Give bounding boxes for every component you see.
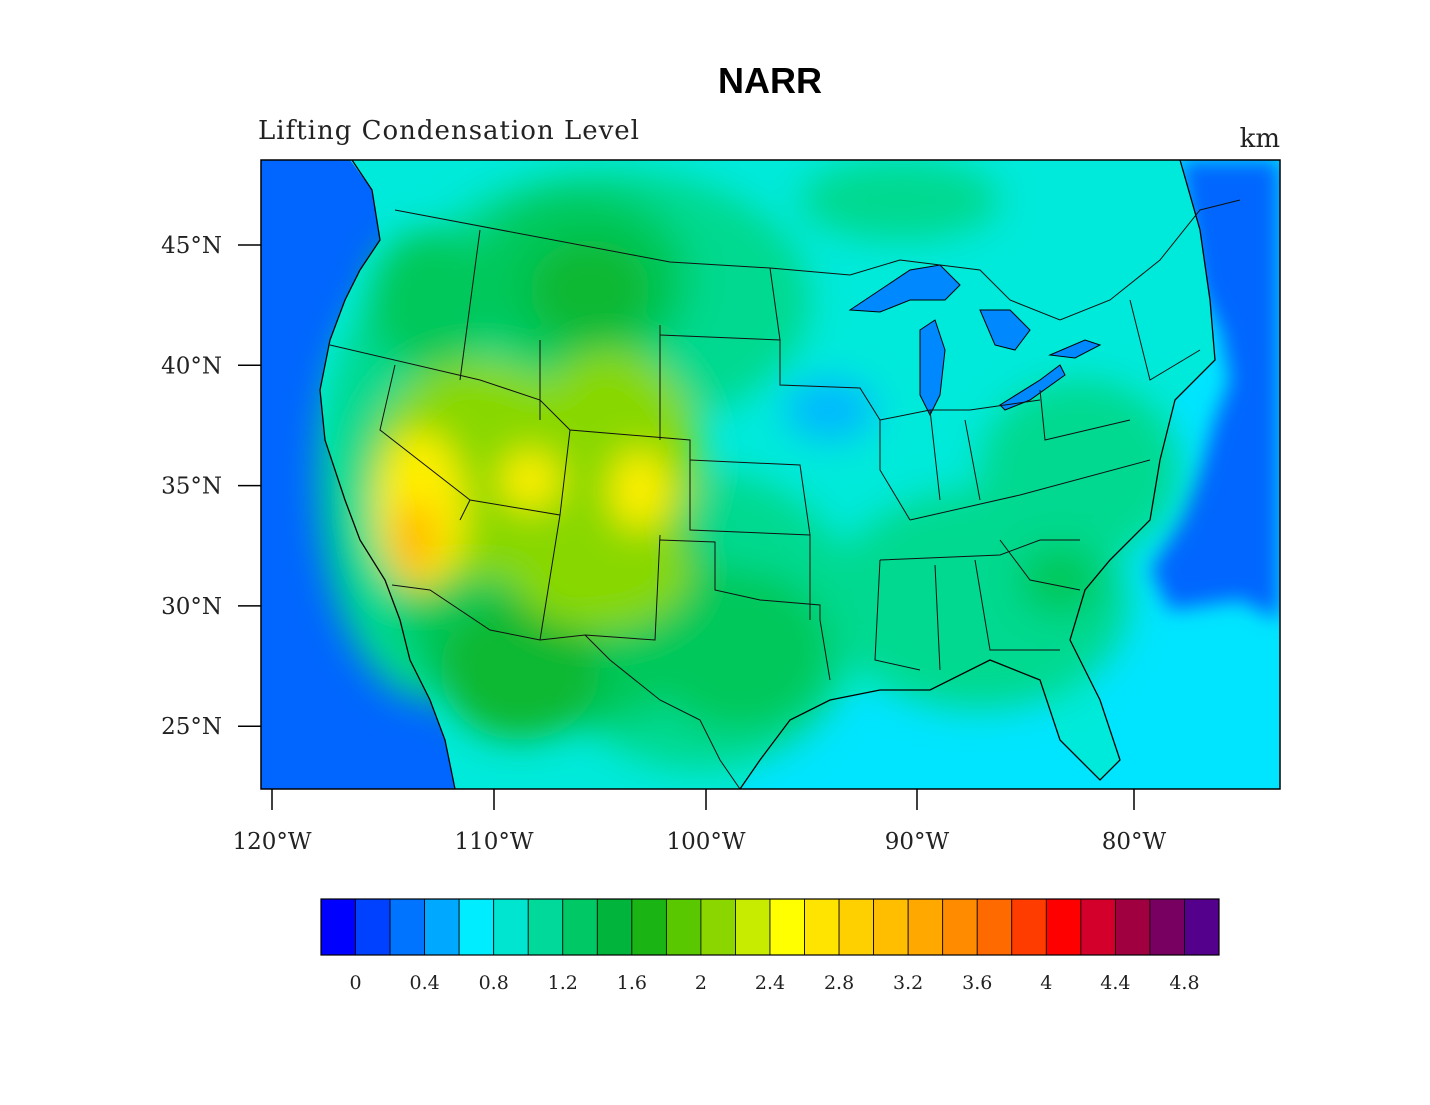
colorbar-swatch xyxy=(1184,898,1220,956)
colorbar-swatch xyxy=(355,898,391,956)
lat-tick-label: 30°N xyxy=(161,594,222,620)
colorbar-swatch xyxy=(873,898,909,956)
latitude-axis: 45°N 40°N 35°N 30°N 25°N xyxy=(161,233,261,740)
pacific-deep-field xyxy=(261,160,455,789)
colorbar-swatch xyxy=(562,898,598,956)
colorbar-swatch xyxy=(424,898,460,956)
colorbar-swatch xyxy=(1114,898,1151,956)
colorbar-swatch xyxy=(735,898,771,956)
lon-tick-label: 80°W xyxy=(1102,829,1167,855)
colorbar-swatch xyxy=(1011,898,1047,956)
plot-frame xyxy=(260,159,1281,790)
colorbar-label: 3.6 xyxy=(962,972,992,994)
boundaries xyxy=(329,199,1241,789)
colorbar-label: 2.8 xyxy=(824,972,854,994)
colorbar-swatch xyxy=(700,898,736,956)
colorbar-swatch xyxy=(838,898,875,956)
colorbar-swatch xyxy=(942,898,978,956)
lat-tick-label: 35°N xyxy=(161,474,222,500)
colorbar-label: 4.8 xyxy=(1169,972,1199,994)
colorbar-label: 4 xyxy=(1040,972,1052,994)
colorbar-label: 1.6 xyxy=(617,972,647,994)
colorbar-swatch xyxy=(493,898,529,956)
lon-tick-label: 110°W xyxy=(454,829,533,855)
colorbar-label: 2 xyxy=(695,972,707,994)
lon-tick-label: 100°W xyxy=(666,829,745,855)
colorbar: 0 0.4 0.8 1.2 1.6 2 2.4 2.8 3.2 3.6 4 4.4 4.8 xyxy=(320,898,1220,994)
colorbar-swatch xyxy=(907,898,944,956)
colorbar-swatch xyxy=(1045,898,1082,956)
colorbar-label: 0.4 xyxy=(410,972,440,994)
lat-tick-label: 45°N xyxy=(161,233,222,259)
lon-tick-label: 120°W xyxy=(232,829,311,855)
lon-tick-label: 90°W xyxy=(885,829,950,855)
colorbar-swatch xyxy=(596,898,633,956)
colorbar-label: 2.4 xyxy=(755,972,785,994)
atlantic-deep-field xyxy=(1150,160,1280,620)
coastline xyxy=(319,160,1216,789)
lat-tick-label: 40°N xyxy=(161,353,222,379)
colorbar-swatch xyxy=(458,898,495,956)
colorbar-frame xyxy=(320,898,1220,956)
lat-tick-label: 25°N xyxy=(161,714,222,740)
great-lakes xyxy=(848,264,1102,417)
colorbar-swatch xyxy=(1149,898,1185,956)
variable-subtitle: Lifting Condensation Level xyxy=(258,116,641,146)
colorbar-swatch xyxy=(665,898,702,956)
colorbar-swatch xyxy=(1080,898,1116,956)
colorbar-label: 1.2 xyxy=(548,972,578,994)
colorbar-swatch xyxy=(389,898,426,956)
colorbar-swatch xyxy=(527,898,564,956)
colorbar-swatch xyxy=(976,898,1013,956)
lcl-contours xyxy=(320,160,1180,770)
colorbar-label: 0.8 xyxy=(479,972,509,994)
units-label: km xyxy=(1239,124,1280,154)
colorbar-swatch xyxy=(631,898,667,956)
colorbar-label: 0 xyxy=(349,972,361,994)
colorbar-swatch xyxy=(769,898,805,956)
chart-title: NARR xyxy=(718,60,822,101)
map-plot-area xyxy=(261,160,1280,789)
colorbar-swatch xyxy=(320,898,356,956)
longitude-axis: 120°W 110°W 100°W 90°W 80°W xyxy=(232,789,1167,855)
colorbar-swatch xyxy=(804,898,840,956)
colorbar-label: 4.4 xyxy=(1100,972,1130,994)
colorbar-label: 3.2 xyxy=(893,972,923,994)
